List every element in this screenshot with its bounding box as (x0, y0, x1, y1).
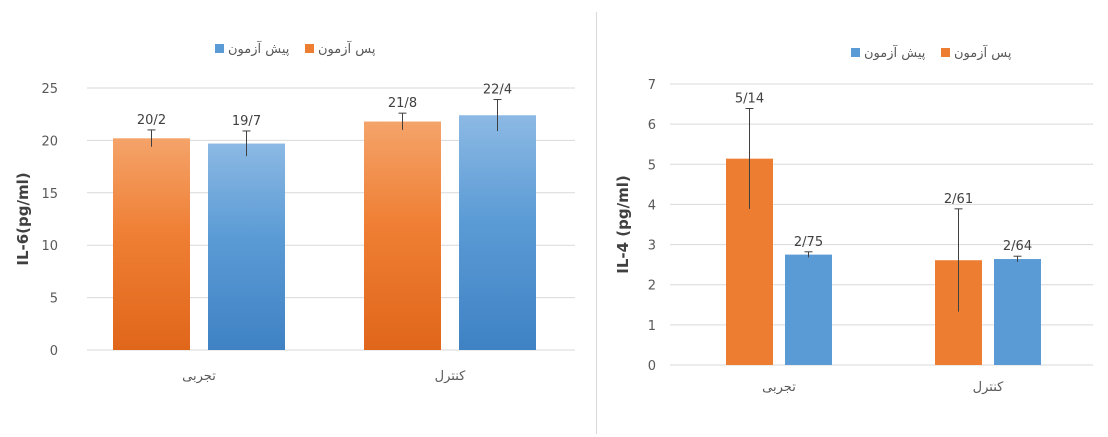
x-category-label: کنترل (435, 369, 466, 384)
y-tick-label: 20 (41, 134, 58, 149)
data-label: 2/64 (1003, 239, 1032, 254)
y-tick-label: 10 (41, 239, 58, 254)
pre-test-bar (459, 115, 536, 350)
pre-test-bar (208, 143, 285, 350)
y-tick-label: 6 (648, 118, 656, 133)
legend-swatch-pre (851, 48, 860, 57)
il4-chart: 0 1 2 3 4 5 6 7 IL-4 (pg/ml) 5/14 2/61 2/75 2/64 تجرب… (614, 44, 1093, 395)
y-tick-label: 4 (648, 198, 656, 213)
y-tick-label: 3 (648, 239, 656, 254)
legend: پیش آزمون پس آزمون (215, 40, 376, 57)
post-test-bar (364, 121, 441, 350)
pre-test-bar (994, 259, 1041, 365)
data-label: 2/75 (794, 235, 823, 250)
data-label: 5/14 (735, 91, 764, 106)
legend-label-post: پس آزمون (318, 40, 376, 57)
y-tick-label: 0 (648, 359, 656, 374)
data-label: 21/8 (388, 96, 417, 111)
data-label: 2/61 (944, 192, 973, 207)
legend-label-pre: پیش آزمون (228, 40, 290, 57)
legend-swatch-post (305, 44, 314, 53)
legend: پیش آزمون پس آزمون (851, 44, 1012, 61)
data-label: 19/7 (232, 114, 261, 129)
data-label: 22/4 (483, 83, 512, 98)
y-tick-label: 1 (648, 319, 656, 334)
y-axis-title: IL-6(pg/ml) (14, 172, 32, 265)
y-axis-title: IL-4 (pg/ml) (614, 175, 632, 273)
il6-chart: 0 5 10 15 20 25 IL-6(pg/ml) 20/2 21/8 19/7 22/4 تجر… (14, 40, 575, 384)
pre-test-bar (785, 254, 832, 365)
y-tick-label: 5 (50, 292, 58, 307)
x-category-label: تجربی (762, 380, 796, 395)
legend-label-pre: پیش آزمون (864, 44, 926, 61)
chart-divider (596, 12, 597, 434)
y-tick-label: 5 (648, 158, 656, 173)
data-label: 20/2 (137, 113, 166, 128)
x-category-label: تجربی (182, 369, 216, 384)
y-tick-label: 7 (648, 78, 656, 93)
legend-label-post: پس آزمون (954, 44, 1012, 61)
y-tick-label: 25 (41, 82, 58, 97)
legend-swatch-post (941, 48, 950, 57)
y-tick-label: 15 (41, 187, 58, 202)
post-test-bar (113, 138, 190, 350)
x-category-label: کنترل (973, 380, 1004, 395)
y-tick-label: 2 (648, 279, 656, 294)
legend-swatch-pre (215, 44, 224, 53)
y-tick-label: 0 (50, 344, 58, 359)
